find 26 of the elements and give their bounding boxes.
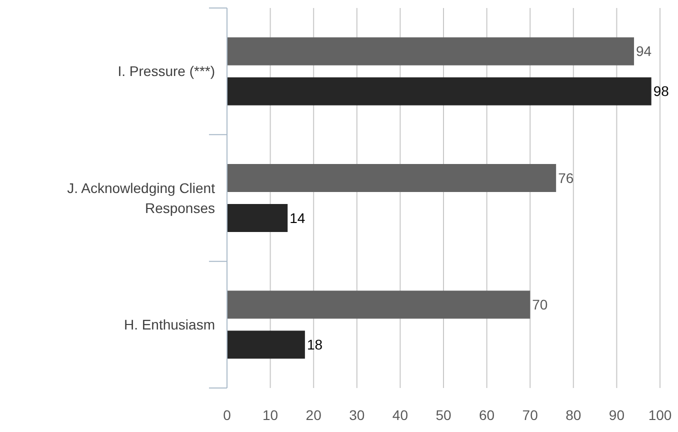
x-tick-label: 30 bbox=[349, 407, 365, 423]
bar bbox=[227, 77, 652, 106]
x-tick-label: 70 bbox=[522, 407, 538, 423]
data-label: 18 bbox=[306, 336, 323, 353]
x-tick-label: 50 bbox=[436, 407, 452, 423]
x-tick-label: 80 bbox=[566, 407, 582, 423]
data-label: 94 bbox=[636, 43, 652, 60]
bar bbox=[227, 164, 556, 192]
bar bbox=[227, 290, 530, 319]
data-label: 98 bbox=[653, 83, 670, 100]
data-label: 14 bbox=[290, 210, 306, 226]
x-tick-label: 40 bbox=[392, 407, 408, 423]
data-label: 70 bbox=[532, 296, 548, 313]
bar bbox=[227, 37, 634, 66]
x-tick-label: 100 bbox=[648, 407, 672, 423]
x-tick-label: 20 bbox=[306, 407, 322, 423]
y-tick-label: I. Pressure (***) bbox=[118, 63, 215, 80]
x-tick-label: 10 bbox=[262, 407, 278, 423]
x-tick-label: 90 bbox=[608, 407, 625, 423]
y-tick-label: J. Acknowledging Client Responses bbox=[67, 180, 216, 216]
data-label: 76 bbox=[558, 170, 574, 186]
x-tick-label: 60 bbox=[479, 407, 495, 423]
x-tick-label: 0 bbox=[223, 407, 232, 423]
y-tick-label: H. Enthusiasm bbox=[124, 316, 215, 333]
bar bbox=[227, 330, 305, 359]
bar bbox=[227, 204, 288, 232]
